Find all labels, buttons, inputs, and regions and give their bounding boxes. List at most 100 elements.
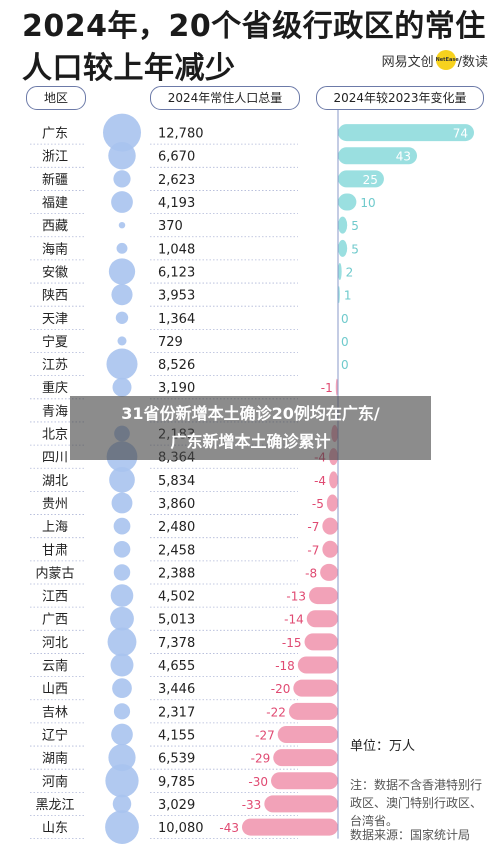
population-value: 8,526 (158, 358, 195, 373)
decrease-bar (273, 749, 338, 767)
decrease-bar (242, 818, 338, 836)
region-label: 四川 (42, 451, 68, 466)
change-label: -33 (242, 798, 262, 812)
region-label: 甘肃 (42, 543, 68, 558)
netease-logo-icon: NetEase (435, 50, 459, 70)
region-label: 河北 (42, 636, 68, 651)
population-value: 2,480 (158, 520, 195, 535)
overlay-line-2: 广东新增本土确诊累计 (170, 432, 331, 451)
region-label: 北京 (42, 428, 68, 443)
region-label: 广西 (42, 613, 68, 628)
brand-right: /数读 (457, 54, 488, 70)
population-bubble (113, 170, 131, 188)
population-bubble (112, 377, 132, 397)
change-label: -15 (282, 636, 302, 650)
population-bubble (111, 284, 133, 306)
news-overlay-banner[interactable]: 31省份新增本土确诊20例均在广东/ 广东新增本土确诊累计 (70, 396, 431, 460)
region-label: 贵州 (42, 497, 68, 512)
population-value: 4,502 (158, 590, 195, 605)
decrease-bar (271, 772, 338, 790)
population-bubble (105, 810, 139, 844)
region-label: 福建 (42, 196, 68, 211)
population-value: 10,080 (158, 821, 204, 836)
region-label: 湖南 (42, 751, 68, 767)
decrease-bar (308, 587, 338, 605)
region-label: 山东 (42, 821, 68, 836)
region-label: 海南 (42, 241, 68, 257)
population-value: 4,155 (158, 728, 195, 743)
region-label: 山西 (42, 682, 68, 697)
region-label: 上海 (42, 520, 68, 535)
region-label: 新疆 (42, 172, 68, 188)
change-label: -5 (312, 497, 324, 511)
population-bubble (107, 627, 137, 657)
population-value: 3,029 (158, 798, 195, 813)
change-label: 74 (453, 127, 468, 141)
population-value: 370 (158, 219, 183, 234)
population-value: 3,446 (158, 682, 195, 697)
population-bubble (108, 141, 136, 170)
population-bubble (117, 336, 127, 346)
change-label: 10 (360, 196, 375, 210)
change-label: 0 (341, 358, 349, 372)
decrease-bar (320, 563, 338, 581)
unit-label: 单位：万人 (350, 739, 416, 754)
population-bubble (105, 764, 139, 798)
brand-left: 网易文创 (381, 54, 434, 70)
increase-bar (338, 216, 348, 234)
population-bubble (111, 723, 133, 746)
population-bubble (113, 540, 131, 558)
change-label: -13 (286, 590, 306, 604)
region-label: 吉林 (42, 705, 68, 720)
population-value: 5,834 (158, 474, 195, 489)
change-label: 5 (351, 242, 359, 256)
population-value: 3,860 (158, 497, 195, 512)
population-bubble (112, 678, 132, 699)
population-value: 2,458 (158, 543, 195, 558)
change-label: -27 (255, 728, 275, 742)
change-label: -29 (251, 752, 271, 766)
population-bubble (111, 191, 133, 213)
overlay-line-1: 31省份新增本土确诊20例均在广东/ (121, 404, 380, 423)
population-value: 3,190 (158, 381, 195, 396)
region-label: 湖北 (42, 474, 68, 489)
change-label: -7 (307, 520, 319, 534)
change-label: -14 (284, 613, 304, 627)
change-label: -20 (271, 682, 291, 696)
region-label: 黑龙江 (35, 798, 74, 813)
decrease-bar (306, 610, 338, 628)
change-label: -30 (248, 775, 268, 789)
region-label: 江西 (42, 590, 68, 605)
footnote: 注：数据不含香港特别行政区、澳门特别行政区、台湾省。 (350, 778, 483, 828)
increase-bar (338, 193, 357, 211)
decrease-bar (288, 702, 338, 720)
region-label: 江苏 (42, 357, 68, 373)
header-region: 地区 (26, 86, 86, 110)
region-label: 河南 (42, 774, 68, 790)
change-label: 1 (344, 289, 352, 303)
population-value: 7,378 (158, 636, 195, 651)
population-value: 6,123 (158, 265, 195, 280)
population-value: 1,364 (158, 312, 195, 327)
header-change: 2024年较2023年变化量 (316, 86, 484, 110)
change-label: 0 (341, 312, 349, 326)
change-label: -18 (275, 659, 295, 673)
population-value: 6,539 (158, 752, 195, 767)
population-bubble (113, 517, 131, 535)
change-label: -1 (321, 381, 333, 395)
change-label: 0 (341, 335, 349, 349)
increase-bar (338, 147, 418, 165)
decrease-bar (264, 795, 338, 813)
population-bubble (115, 311, 129, 324)
population-bubble (112, 794, 132, 814)
region-label: 安徽 (42, 265, 68, 280)
increase-bar (338, 262, 342, 280)
population-bubble (110, 653, 134, 677)
region-label: 重庆 (42, 380, 68, 396)
decrease-bar (329, 471, 338, 489)
region-label: 西藏 (42, 219, 68, 234)
change-label: -8 (305, 566, 317, 580)
region-label: 宁夏 (42, 334, 68, 350)
population-value: 5,013 (158, 613, 195, 628)
